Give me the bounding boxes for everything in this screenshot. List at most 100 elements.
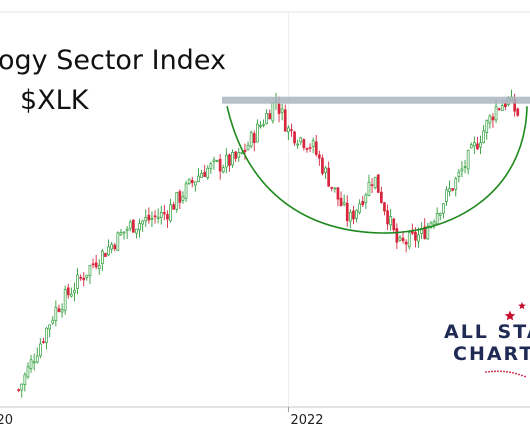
candlestick — [299, 136, 303, 145]
x-axis: 20 2022 — [0, 11, 530, 428]
candlestick — [345, 195, 349, 227]
candlestick — [401, 231, 405, 244]
candlestick — [107, 239, 110, 257]
candlestick — [389, 208, 393, 231]
candlestick — [48, 324, 52, 338]
candlestick — [305, 147, 309, 153]
candlestick — [457, 169, 461, 183]
candlestick — [147, 207, 151, 224]
x-tick-label: 20 — [0, 413, 13, 428]
candlestick — [144, 209, 148, 227]
candles-layer — [17, 89, 520, 398]
candlestick — [101, 249, 104, 271]
candlestick — [85, 274, 89, 281]
candlestick — [150, 211, 154, 228]
candlestick — [20, 383, 24, 398]
candlestick — [395, 223, 399, 250]
candlestick — [35, 347, 39, 364]
chart-title-line1: ogy Sector Index — [0, 45, 226, 76]
candlestick — [141, 219, 145, 232]
star-icon — [504, 310, 516, 321]
candlestick — [259, 121, 262, 129]
candlestick — [122, 231, 126, 240]
logo-dot — [488, 370, 490, 373]
candlestick — [488, 114, 492, 129]
candlestick — [451, 187, 455, 192]
candlestick — [302, 138, 306, 151]
candlestick — [367, 174, 371, 197]
candlestick — [125, 226, 129, 239]
candlestick — [203, 164, 207, 177]
candlestick — [280, 103, 284, 121]
candlestick — [398, 235, 402, 242]
candlestick — [88, 264, 92, 285]
logo-dot — [500, 370, 502, 373]
candlestick — [163, 204, 166, 221]
candlestick — [432, 219, 436, 230]
candlestick — [265, 109, 269, 125]
candlestick — [113, 243, 117, 252]
candlestick — [283, 104, 287, 132]
candlestick — [376, 174, 380, 193]
candlestick — [473, 136, 476, 154]
candlestick — [128, 219, 132, 232]
candlestick — [252, 130, 256, 152]
candlestick — [407, 229, 411, 250]
candlestick — [442, 203, 445, 219]
candlestick — [237, 147, 241, 162]
candlestick — [460, 160, 464, 178]
candlestick — [435, 207, 439, 226]
candlestick — [336, 187, 340, 207]
candlestick — [172, 201, 176, 210]
overlay-layer — [222, 96, 530, 234]
candlestick — [153, 210, 157, 224]
candlestick — [293, 130, 296, 146]
candlestick — [321, 154, 324, 176]
candlestick — [479, 135, 482, 155]
candlestick — [287, 125, 290, 141]
candlestick — [482, 124, 486, 144]
candlestick — [311, 137, 315, 154]
candlestick — [256, 119, 259, 143]
candlestick — [91, 258, 95, 269]
all-star-charts-logo: ALL STA CHART — [444, 302, 530, 378]
logo-dot — [491, 370, 493, 373]
candlestick — [494, 100, 498, 123]
candlestick — [45, 326, 48, 350]
base-arc — [226, 106, 528, 234]
candlestick — [119, 228, 123, 236]
candlestick — [246, 141, 250, 151]
candlestick — [386, 204, 389, 230]
candlestick — [417, 227, 420, 248]
candlestick — [231, 149, 234, 168]
candlestick — [352, 205, 355, 225]
candlestick — [82, 272, 86, 287]
candlestick — [380, 186, 383, 204]
candlestick — [218, 154, 222, 180]
candlestick — [187, 178, 191, 185]
candlestick — [42, 337, 45, 344]
candlestick — [330, 186, 334, 192]
candlestick — [516, 107, 520, 117]
candlestick — [178, 189, 182, 209]
candlestick — [194, 181, 197, 192]
candlestick — [268, 109, 272, 120]
candlestick — [215, 159, 219, 163]
candlestick — [156, 208, 160, 224]
logo-dot — [485, 371, 487, 373]
logo-dot — [515, 372, 517, 375]
candlestick — [206, 165, 210, 180]
candlestick — [318, 150, 321, 166]
candlestick — [463, 159, 467, 174]
candlestick — [169, 198, 172, 223]
candlestick — [349, 209, 352, 229]
candlestick — [373, 176, 377, 190]
candlestick — [308, 143, 312, 153]
logo-dot — [518, 373, 520, 376]
candlestick — [469, 142, 473, 149]
candlestick — [358, 199, 362, 215]
candlestick — [497, 107, 501, 111]
candlestick — [420, 222, 424, 239]
logo-line1: ALL STA — [444, 321, 530, 343]
